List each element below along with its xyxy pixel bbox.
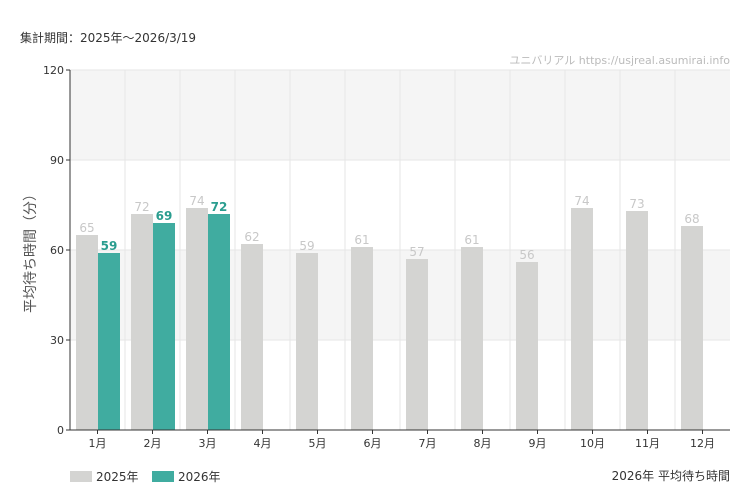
data-label: 56 — [519, 248, 534, 262]
y-tick-label: 30 — [50, 334, 64, 347]
legend-swatch-2026 — [152, 471, 174, 482]
x-tick-label: 9月 — [529, 437, 547, 450]
bar-2025年 — [351, 247, 373, 430]
bar-2025年 — [571, 208, 593, 430]
x-tick-label: 12月 — [690, 437, 715, 450]
bar-2025年 — [241, 244, 263, 430]
data-label: 68 — [684, 212, 699, 226]
y-tick-label: 60 — [50, 244, 64, 257]
bar-2025年 — [296, 253, 318, 430]
bar-2026年 — [208, 214, 230, 430]
data-label: 72 — [134, 200, 149, 214]
data-label: 61 — [354, 233, 369, 247]
legend-2025[interactable]: 2025年 — [70, 468, 139, 485]
bar-2025年 — [626, 211, 648, 430]
bar-2025年 — [406, 259, 428, 430]
x-tick-label: 6月 — [364, 437, 382, 450]
x-tick-label: 5月 — [309, 437, 327, 450]
legend-label: 2025年 — [96, 470, 139, 484]
bar-2025年 — [461, 247, 483, 430]
bar-2026年 — [153, 223, 175, 430]
data-label: 62 — [244, 230, 259, 244]
bar-2025年 — [516, 262, 538, 430]
data-label: 65 — [79, 221, 94, 235]
period-label: 集計期間：2025年～2026/3/19 — [20, 31, 197, 45]
legend-2026[interactable]: 2026年 — [152, 468, 221, 485]
x-tick-label: 1月 — [89, 437, 107, 450]
credit-label: ユニバリアル https://usjreal.asumirai.info — [509, 54, 730, 67]
x-tick-label: 10月 — [580, 437, 605, 450]
data-label: 59 — [101, 239, 118, 253]
data-label: 72 — [211, 200, 228, 214]
data-label: 73 — [629, 197, 644, 211]
y-tick-label: 0 — [57, 424, 64, 437]
data-label: 74 — [574, 194, 589, 208]
x-tick-label: 7月 — [419, 437, 437, 450]
x-tick-label: 3月 — [199, 437, 217, 450]
x-tick-label: 8月 — [474, 437, 492, 450]
bar-2025年 — [186, 208, 208, 430]
x-tick-label: 4月 — [254, 437, 272, 450]
data-label: 57 — [409, 245, 424, 259]
data-label: 69 — [156, 209, 173, 223]
bar-2026年 — [98, 253, 120, 430]
legend-swatch-2025 — [70, 471, 92, 482]
data-label: 59 — [299, 239, 314, 253]
y-tick-label: 90 — [50, 154, 64, 167]
bar-2025年 — [681, 226, 703, 430]
x-tick-label: 2月 — [144, 437, 162, 450]
bar-2025年 — [131, 214, 153, 430]
bar-2025年 — [76, 235, 98, 430]
data-label: 61 — [464, 233, 479, 247]
legend-label: 2026年 — [178, 470, 221, 484]
x-tick-label: 11月 — [635, 437, 660, 450]
data-label: 74 — [189, 194, 204, 208]
y-tick-label: 120 — [43, 64, 64, 77]
chart-title: 2026年 平均待ち時間 — [611, 469, 730, 483]
